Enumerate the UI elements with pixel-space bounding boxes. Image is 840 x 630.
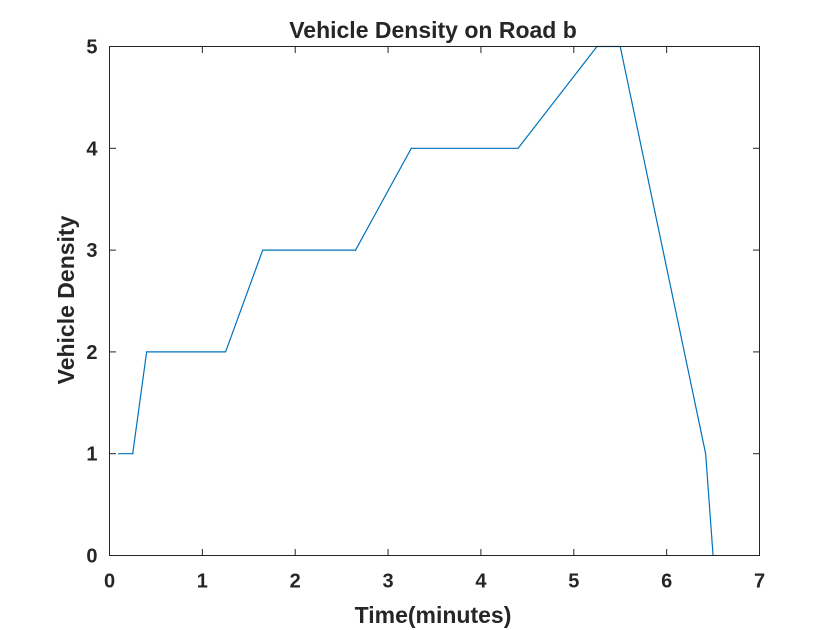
x-tick-label: 1 [197,571,208,593]
y-tick-label: 0 [86,546,97,568]
data-point [224,351,227,353]
data-point [705,453,707,455]
chart-title: Vehicle Density on Road b [289,17,577,43]
x-tick-label: 5 [568,571,579,593]
data-point [410,147,412,149]
y-tick-label: 4 [86,138,98,160]
data-point [262,249,264,251]
data-point [517,147,519,149]
y-tick-label: 3 [86,240,97,262]
x-axis-label: Time(minutes) [355,602,512,628]
y-tick-label: 5 [86,37,97,59]
axis-ticks: 0 1 2 3 4 5 6 7 0 1 2 3 4 5 [86,37,765,593]
data-point [132,453,134,455]
y-axis-label: Vehicle Density [53,215,79,384]
x-tick-label: 3 [383,571,394,593]
x-tick-label: 6 [661,571,672,593]
plot-frame [109,46,760,556]
data-point [146,351,148,353]
y-tick-label: 2 [86,342,97,364]
x-tick-label: 7 [754,571,765,593]
data-point [118,453,120,455]
x-tick-label: 4 [475,571,487,593]
y-tick-label: 1 [86,444,97,466]
series-layer [118,45,714,557]
x-tick-label: 2 [290,571,301,593]
data-point [354,249,357,251]
series-line [118,45,714,556]
x-tick-label: 0 [104,571,115,593]
